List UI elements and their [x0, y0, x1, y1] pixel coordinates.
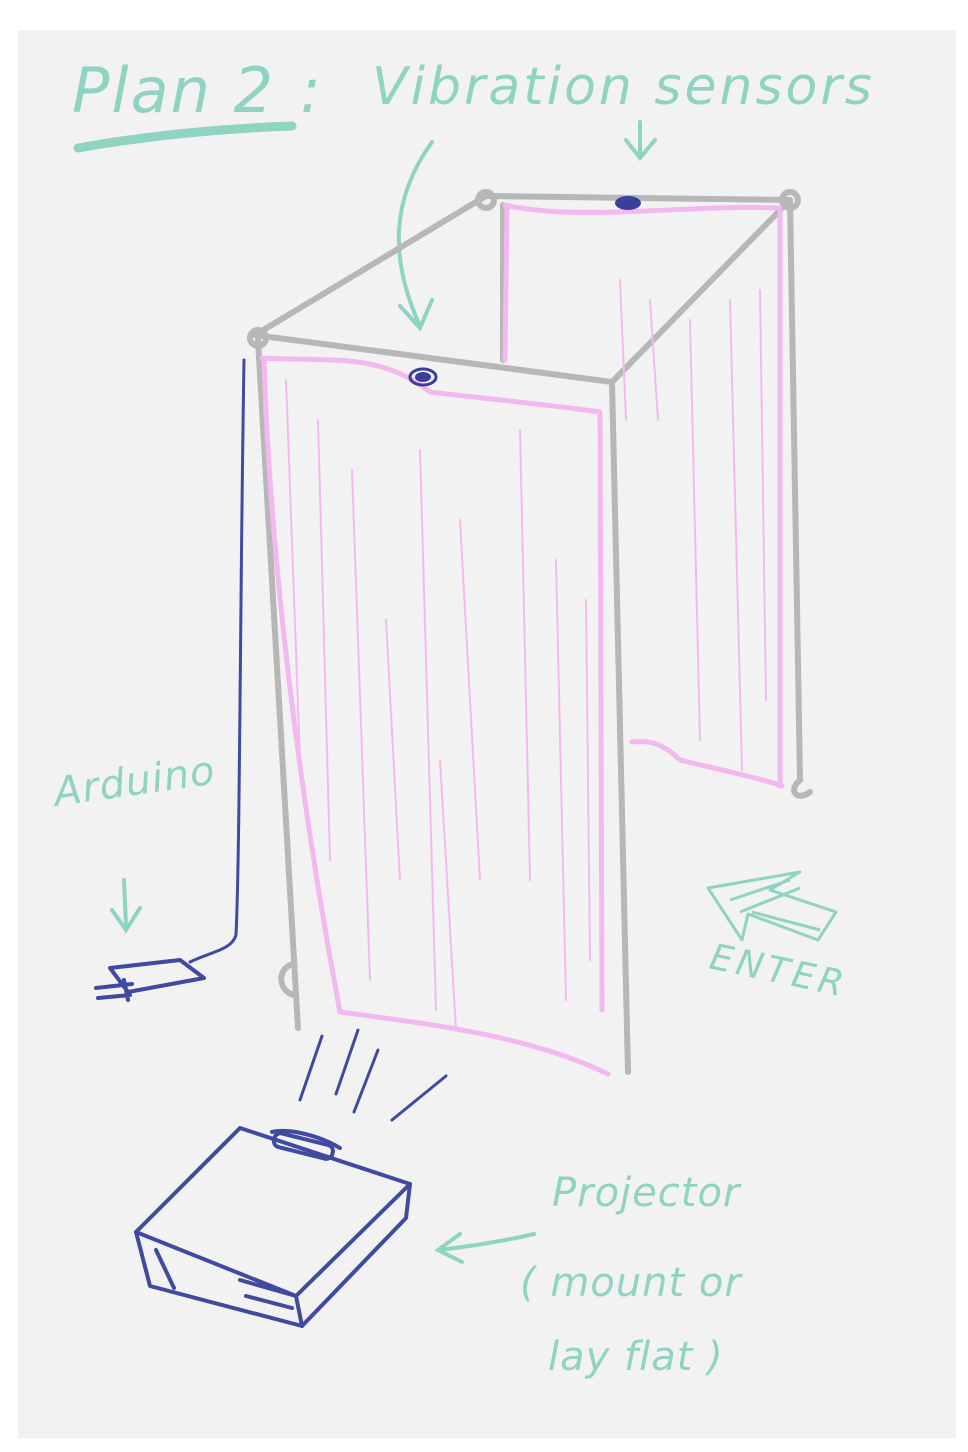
booth-curtains: [259, 202, 785, 1077]
projector-box: [134, 1126, 412, 1328]
title-text: Plan 2: [72, 54, 275, 127]
sensor-arrow-front: [396, 140, 434, 332]
title-underline: [73, 121, 297, 153]
arduino-arrow: [110, 878, 142, 934]
enter-arrow: [706, 870, 838, 942]
projector-light-rays: [298, 1028, 448, 1122]
arduino-wire: [188, 358, 246, 964]
vibration-sensor-front: [408, 367, 438, 387]
vibration-sensor-front-dot: [415, 372, 431, 382]
arduino-board: [94, 958, 206, 1002]
subtitle-text: Vibration sensors: [372, 57, 875, 117]
projector-arrow: [434, 1232, 536, 1264]
projector-note-line2: lay flat ): [548, 1334, 724, 1380]
title-separator: :: [300, 54, 323, 127]
projector-label: Projector: [552, 1170, 742, 1216]
sensor-arrow-top: [624, 120, 657, 162]
vibration-sensor-back: [615, 196, 641, 210]
projector-note-line1: ( mount or: [520, 1260, 743, 1306]
enter-label: ENTER: [706, 937, 851, 1006]
arduino-label: Arduino: [48, 748, 218, 817]
curtain-folds: [285, 279, 767, 1031]
